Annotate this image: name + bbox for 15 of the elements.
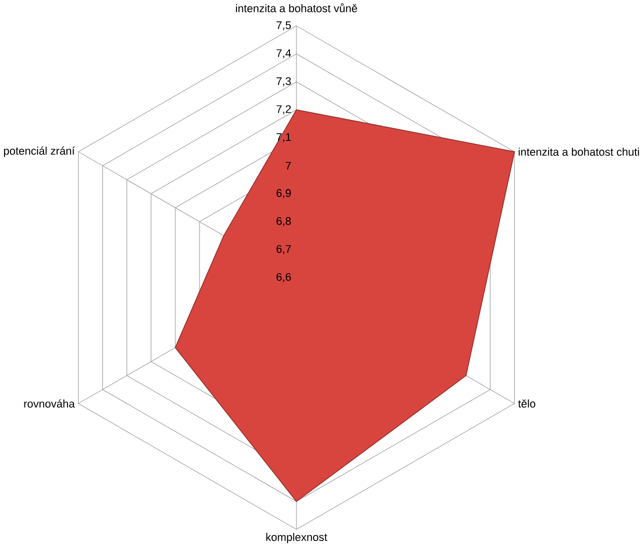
spoke-label: rovnováha (24, 399, 75, 408)
spoke-label: komplexnost (266, 532, 328, 543)
spoke-label: potenciál zrání (4, 146, 75, 157)
y-tick-label: 6,7 (276, 244, 291, 254)
y-tick-label: 7,2 (276, 105, 291, 114)
spoke-label: intenzita a bohatost vůně (236, 3, 358, 12)
spoke-label: tělo (518, 399, 536, 408)
spoke-label: intenzita a bohatost chuti (518, 147, 639, 156)
y-tick-label: 6,9 (276, 188, 291, 198)
y-tick-label: 7,3 (276, 77, 291, 86)
y-tick-label: 7 (286, 162, 291, 170)
y-tick-label: 7,5 (276, 21, 291, 30)
y-tick-label: 7,4 (276, 49, 292, 58)
y-tick-label: 6,8 (276, 216, 291, 226)
y-tick-label: 6,6 (276, 272, 291, 282)
